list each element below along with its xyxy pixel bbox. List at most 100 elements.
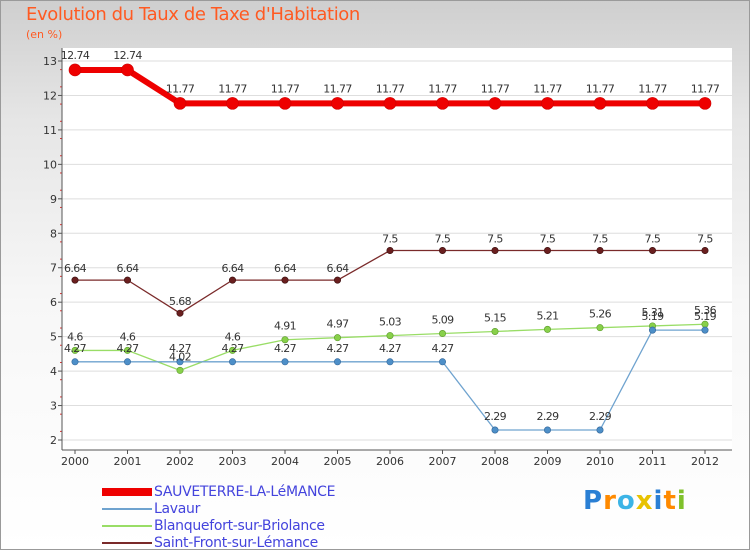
data-point (596, 324, 604, 332)
data-point (491, 327, 499, 335)
data-label: 4.27 (379, 342, 402, 355)
chart-title: Evolution du Taux de Taxe d'Habitation (26, 4, 360, 25)
data-point (124, 276, 132, 284)
data-point (701, 247, 709, 255)
logo-letter: r (603, 486, 617, 516)
data-label: 7.5 (382, 233, 398, 246)
data-label: 5.03 (379, 316, 402, 329)
data-point (648, 247, 656, 255)
data-point (333, 276, 341, 284)
data-label: 4.6 (67, 330, 83, 343)
data-label: 6.64 (64, 262, 87, 275)
data-label: 4.27 (116, 342, 139, 355)
data-point (333, 334, 341, 342)
data-label: 11.77 (323, 82, 352, 95)
data-point (701, 326, 709, 334)
data-label: 4.27 (274, 342, 297, 355)
data-point (333, 358, 341, 366)
data-point (124, 346, 132, 354)
y-tick-label: 3 (50, 400, 57, 413)
data-label: 11.77 (533, 82, 562, 95)
data-label: 11.77 (428, 82, 457, 95)
data-point (543, 325, 551, 333)
legend-swatch (102, 525, 152, 527)
data-label: 11.77 (218, 82, 247, 95)
data-point (226, 97, 239, 110)
y-tick-label: 6 (50, 296, 57, 309)
legend-swatch (102, 542, 152, 544)
data-label: 5.09 (431, 314, 454, 327)
legend-label: Lavaur (154, 501, 201, 517)
logo-letter: P (583, 486, 604, 516)
data-label: 4.6 (225, 330, 241, 343)
legend-swatch (102, 508, 152, 510)
data-label: 2.29 (589, 410, 612, 423)
data-label: 5.31 (641, 306, 663, 319)
x-tick-label: 2005 (324, 455, 352, 468)
data-label: 4.91 (274, 320, 296, 333)
data-label: 5.68 (169, 295, 192, 308)
data-point (438, 330, 446, 338)
y-tick-label: 10 (43, 158, 57, 171)
data-label: 4.27 (221, 342, 244, 355)
logo-letter: i (676, 486, 687, 516)
data-point (71, 346, 79, 354)
data-label: 6.64 (274, 262, 297, 275)
data-label: 4.27 (431, 342, 454, 355)
data-label: 7.5 (540, 233, 556, 246)
data-point (176, 358, 184, 366)
data-point (648, 326, 656, 334)
x-tick-label: 2003 (219, 455, 247, 468)
data-point (488, 97, 502, 110)
y-tick-label: 5 (50, 331, 57, 344)
x-tick-label: 2010 (586, 455, 614, 468)
y-tick-label: 13 (43, 55, 57, 68)
y-tick-label: 4 (50, 365, 57, 378)
logo-letter: x (635, 486, 654, 516)
legend-label: SAUVETERRE-LA-LéMANCE (154, 484, 336, 500)
data-label: 11.77 (691, 82, 720, 95)
data-point (68, 63, 82, 77)
data-point (176, 366, 184, 374)
data-point (438, 358, 446, 366)
x-tick-label: 2009 (534, 455, 562, 468)
data-point (281, 276, 289, 284)
x-tick-label: 2011 (639, 455, 667, 468)
data-point (331, 97, 344, 110)
data-point (383, 97, 397, 110)
y-tick-label: 8 (50, 227, 57, 240)
data-point (281, 358, 289, 366)
legend-swatch (102, 488, 152, 496)
data-point (386, 358, 394, 366)
data-point (386, 332, 394, 340)
data-label: 2.29 (536, 410, 559, 423)
data-label: 11.77 (166, 82, 195, 95)
data-label: 5.26 (589, 308, 612, 321)
data-label: 6.64 (116, 262, 139, 275)
x-tick-label: 2001 (114, 455, 142, 468)
data-label: 5.15 (484, 311, 507, 324)
data-point (173, 97, 187, 110)
data-point (281, 336, 289, 344)
logo-letter: t (663, 486, 677, 516)
data-label: 11.77 (586, 82, 615, 95)
data-point (596, 247, 604, 255)
data-label: 7.5 (487, 233, 503, 246)
x-tick-label: 2012 (691, 455, 719, 468)
data-label: 4.97 (326, 318, 349, 331)
logo-letter: o (616, 486, 636, 516)
data-point (229, 358, 237, 366)
data-point (71, 276, 79, 284)
data-point (121, 63, 134, 77)
data-point (491, 247, 499, 255)
data-label: 4.27 (64, 342, 87, 355)
data-point (71, 358, 79, 366)
x-tick-label: 2007 (429, 455, 457, 468)
data-point (646, 97, 659, 110)
data-point (491, 426, 499, 434)
legend-label: Saint-Front-sur-Lémance (154, 535, 318, 551)
logo-letter: i (653, 486, 664, 516)
data-label: 12.74 (113, 49, 142, 62)
y-tick-label: 9 (50, 193, 57, 206)
